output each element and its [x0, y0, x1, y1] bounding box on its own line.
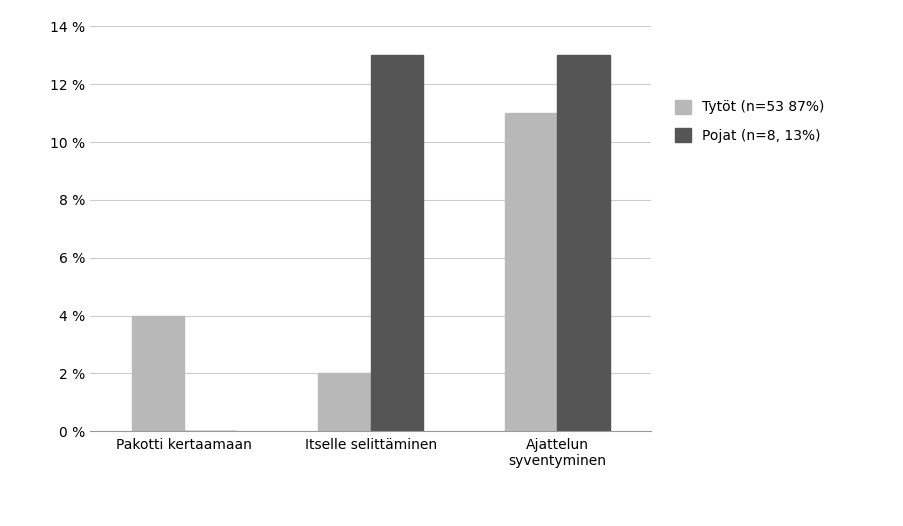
Bar	[131, 316, 183, 431]
Bar	[370, 55, 423, 431]
Bar	[505, 113, 557, 431]
Bar	[557, 55, 610, 431]
Bar	[318, 373, 370, 431]
Legend: Tytöt (n=53 87%), Pojat (n=8, 13%): Tytöt (n=53 87%), Pojat (n=8, 13%)	[668, 94, 829, 149]
